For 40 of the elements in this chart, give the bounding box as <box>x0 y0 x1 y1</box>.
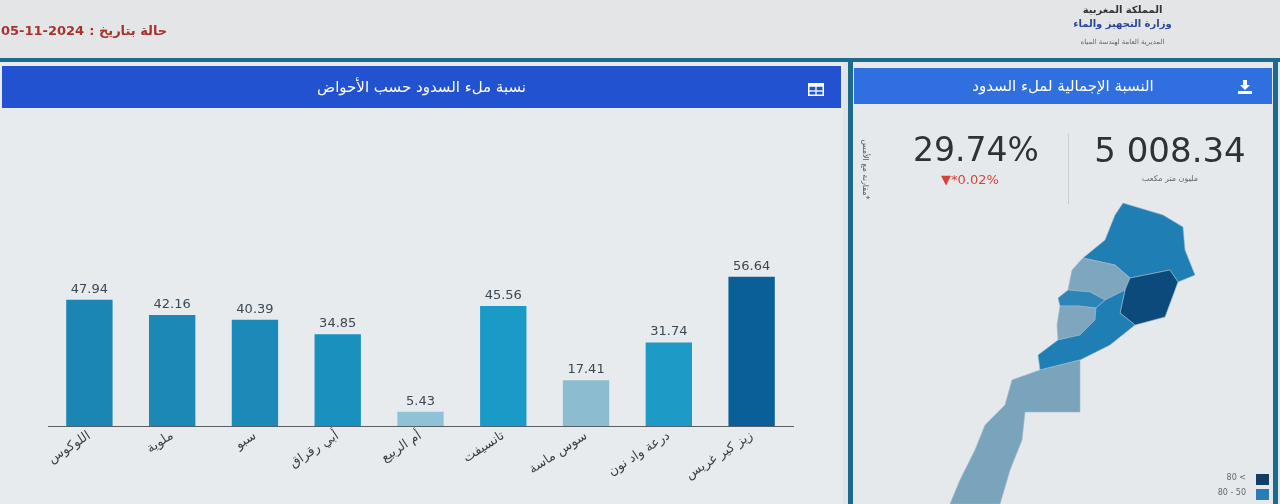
text: 05-11-2024 <box>1 23 85 38</box>
data-label: 45.56 <box>484 286 522 302</box>
x-tick-label: سبو <box>231 427 259 454</box>
bar <box>314 334 361 427</box>
text: ▼*0.02% <box>940 172 1000 187</box>
x-tick-label: زيز كير غريس <box>682 427 756 483</box>
text: وزارة التجهيز والماء <box>1072 18 1173 29</box>
text: *مقارنة مع الأمس <box>860 138 870 202</box>
text: مليون متر مكعب <box>1141 174 1199 183</box>
data-label: 5.43 <box>406 392 435 408</box>
bar <box>480 306 527 427</box>
data-label: 17.41 <box>567 361 605 377</box>
x-tick-label: أم الربيع <box>377 426 425 466</box>
x-tick-label: درعة واد نون <box>604 427 674 480</box>
x-tick-label: سوس ماسة <box>525 427 591 477</box>
text: 80 < <box>1225 473 1246 482</box>
text: 5 008.34 <box>1093 130 1247 170</box>
bar <box>66 299 113 427</box>
bar <box>231 319 279 427</box>
data-label: 40.39 <box>236 300 274 316</box>
bar <box>397 411 444 427</box>
bar <box>728 276 775 427</box>
data-label: 42.16 <box>153 295 191 311</box>
bar <box>562 380 610 427</box>
chart-title: نسبة ملء السدود حسب الأحواض <box>2 66 841 108</box>
data-label: 34.85 <box>319 315 357 331</box>
bar <box>148 315 196 427</box>
text: النسبة الإجمالية لملء السدود <box>854 68 1272 104</box>
data-label: 31.74 <box>650 323 688 339</box>
text: حالة بتاريخ : <box>89 23 168 38</box>
x-tick-label: اللوكوس <box>44 427 94 467</box>
bar <box>645 342 693 427</box>
text: 80 - 50 <box>1216 488 1246 497</box>
data-label: 47.94 <box>70 280 108 296</box>
x-tick-label: أبي رقراق <box>285 426 342 472</box>
text: 29.74% <box>912 130 1040 169</box>
x-tick-label: تانسيفت <box>459 427 508 466</box>
x-tick-label: ملوية <box>143 427 177 457</box>
text: المملكة المغربية <box>1081 4 1164 15</box>
data-label: 56.64 <box>733 257 771 273</box>
